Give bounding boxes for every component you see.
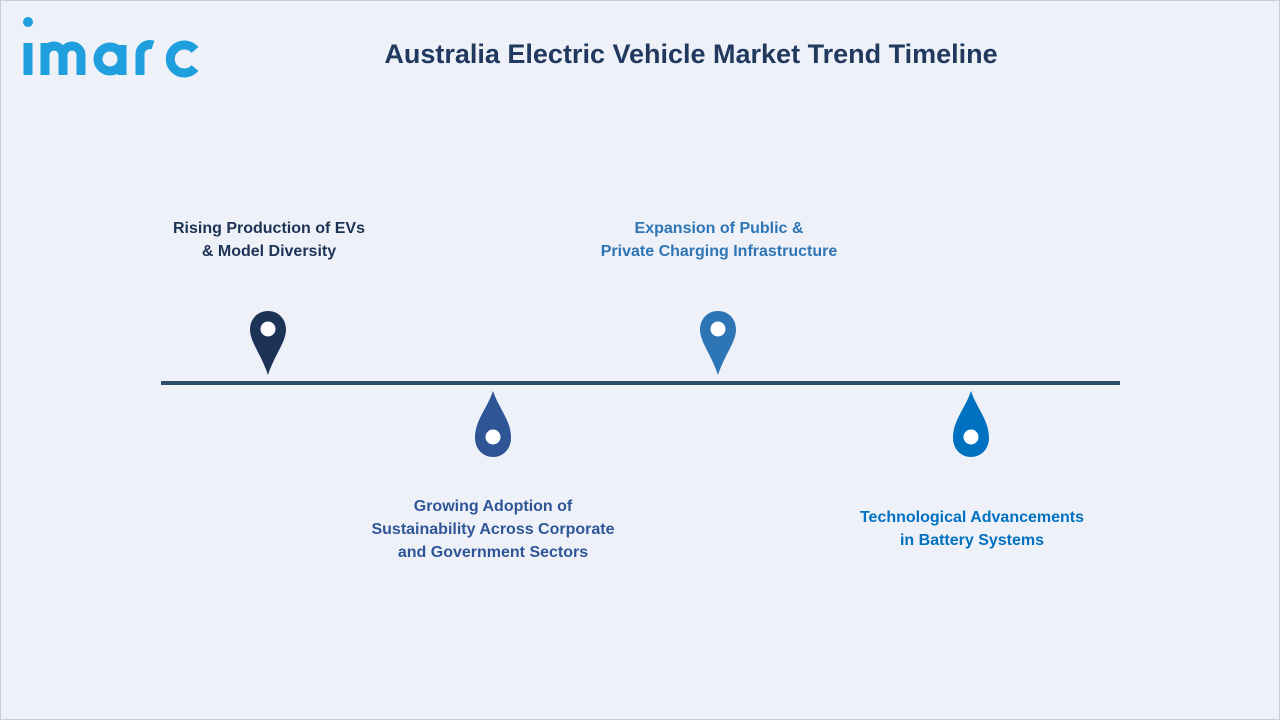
map-pin-icon <box>248 309 288 377</box>
timeline-line <box>161 381 1120 385</box>
map-pin-icon <box>698 309 738 377</box>
imarc-logo <box>21 15 203 79</box>
page-title: Australia Electric Vehicle Market Trend … <box>384 39 998 69</box>
timeline-event-label: Expansion of Public & Private Charging I… <box>600 220 838 260</box>
imarc-logo-icon <box>23 17 199 78</box>
timeline-event-label: Technological Advancements in Battery Sy… <box>859 509 1085 549</box>
drop-icon <box>473 391 513 459</box>
drop-icon <box>951 391 991 459</box>
timeline-event-label: Growing Adoption of Sustainability Acros… <box>371 498 615 561</box>
timeline-event-label: Rising Production of EVs & Model Diversi… <box>172 220 365 260</box>
